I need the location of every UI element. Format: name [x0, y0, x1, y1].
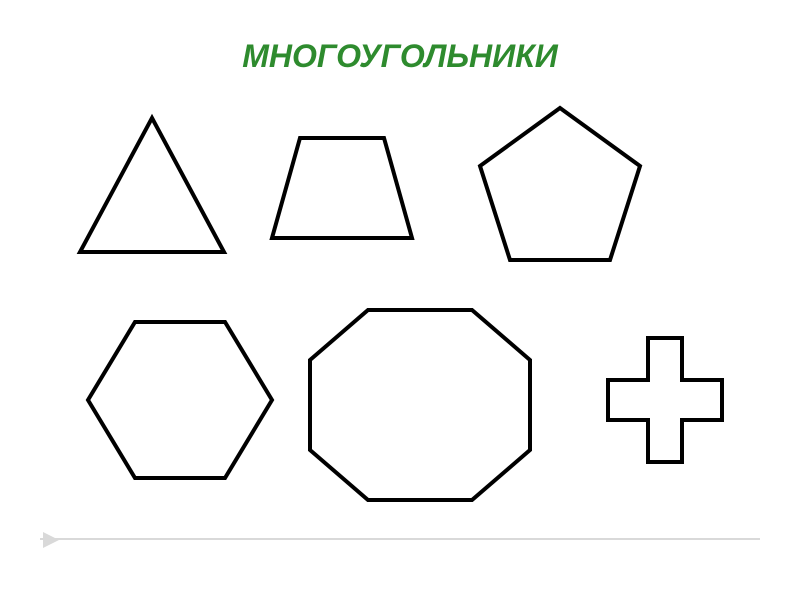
triangle-shape — [72, 110, 232, 260]
trapezoid-shape — [262, 128, 422, 248]
hexagon-shape — [80, 310, 280, 490]
play-icon — [40, 529, 62, 556]
footer-divider — [40, 538, 760, 540]
octagon-shape — [300, 300, 540, 510]
cross-shape — [600, 330, 730, 470]
page-title: МНОГОУГОЛЬНИКИ — [0, 38, 800, 75]
pentagon-shape — [470, 100, 650, 270]
slide: { "title": { "text": "МНОГОУГОЛЬНИКИ", "… — [0, 0, 800, 600]
